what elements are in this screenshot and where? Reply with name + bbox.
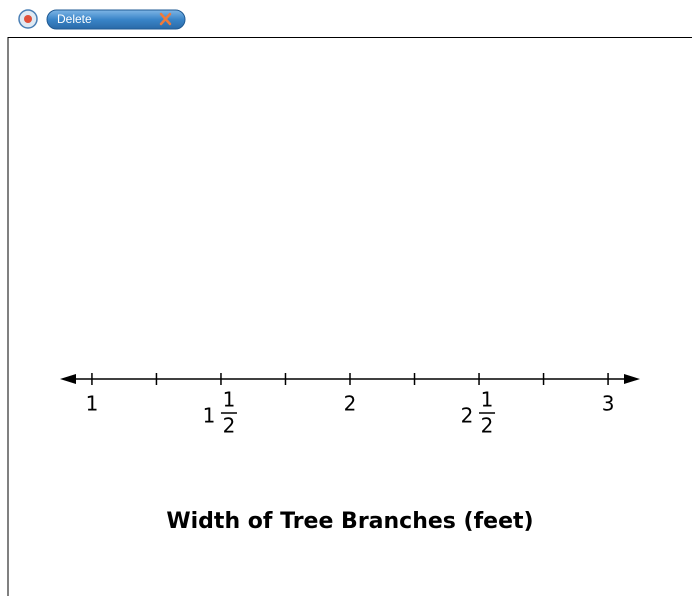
tick-label: 3 <box>602 392 615 416</box>
toolbar: Delete <box>18 9 186 30</box>
tick-label: 1 <box>86 392 99 416</box>
arrow-left <box>60 374 76 384</box>
tick-label-numerator: 1 <box>223 388 236 412</box>
tick-label-denominator: 2 <box>481 414 494 438</box>
tool-icon-dot <box>24 15 32 23</box>
tick-label-whole: 1 <box>203 404 216 428</box>
tick-label-whole: 2 <box>461 404 474 428</box>
button-label: Delete <box>57 12 92 26</box>
arrow-right <box>624 374 640 384</box>
tick-label-denominator: 2 <box>223 414 236 438</box>
close-x <box>159 12 172 26</box>
axis-title: Width of Tree Branches (feet) <box>166 509 533 534</box>
button-body <box>46 9 186 30</box>
tick-label-numerator: 1 <box>481 388 494 412</box>
frame <box>7 37 692 596</box>
delete-button[interactable]: Delete <box>46 9 186 30</box>
tick-label: 2 <box>344 392 357 416</box>
